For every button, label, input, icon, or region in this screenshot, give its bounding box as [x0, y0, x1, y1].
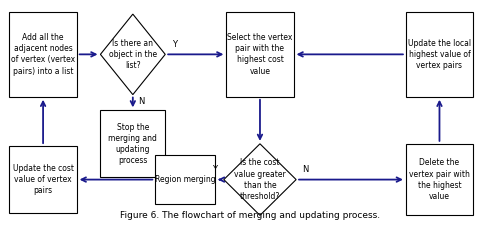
Text: Add all the
adjacent nodes
of vertex (vertex
pairs) into a list: Add all the adjacent nodes of vertex (ve…: [11, 33, 75, 76]
Text: Delete the
vertex pair with
the highest
value: Delete the vertex pair with the highest …: [409, 158, 470, 201]
FancyBboxPatch shape: [100, 110, 165, 177]
FancyBboxPatch shape: [406, 12, 473, 97]
FancyBboxPatch shape: [156, 155, 215, 204]
Polygon shape: [224, 144, 296, 215]
Text: Y: Y: [212, 165, 218, 174]
Polygon shape: [100, 14, 165, 94]
Text: N: N: [138, 97, 145, 106]
Text: Update the cost
value of vertex
pairs: Update the cost value of vertex pairs: [12, 164, 74, 195]
Text: Stop the
merging and
updating
process: Stop the merging and updating process: [108, 123, 158, 165]
Text: Is there an
object in the
list?: Is there an object in the list?: [109, 39, 157, 70]
Text: Is the cost
value greater
than the
threshold?: Is the cost value greater than the thres…: [234, 158, 286, 201]
Text: Figure 6. The flowchart of merging and updating process.: Figure 6. The flowchart of merging and u…: [120, 211, 380, 220]
Text: Y: Y: [172, 40, 176, 49]
Text: Region merging: Region merging: [155, 175, 216, 184]
Text: Update the local
highest value of
vertex pairs: Update the local highest value of vertex…: [408, 39, 471, 70]
Text: N: N: [302, 165, 308, 174]
Text: Select the vertex
pair with the
highest cost
value: Select the vertex pair with the highest …: [228, 33, 292, 76]
FancyBboxPatch shape: [226, 12, 294, 97]
FancyBboxPatch shape: [10, 12, 76, 97]
FancyBboxPatch shape: [10, 146, 76, 213]
FancyBboxPatch shape: [406, 144, 473, 215]
